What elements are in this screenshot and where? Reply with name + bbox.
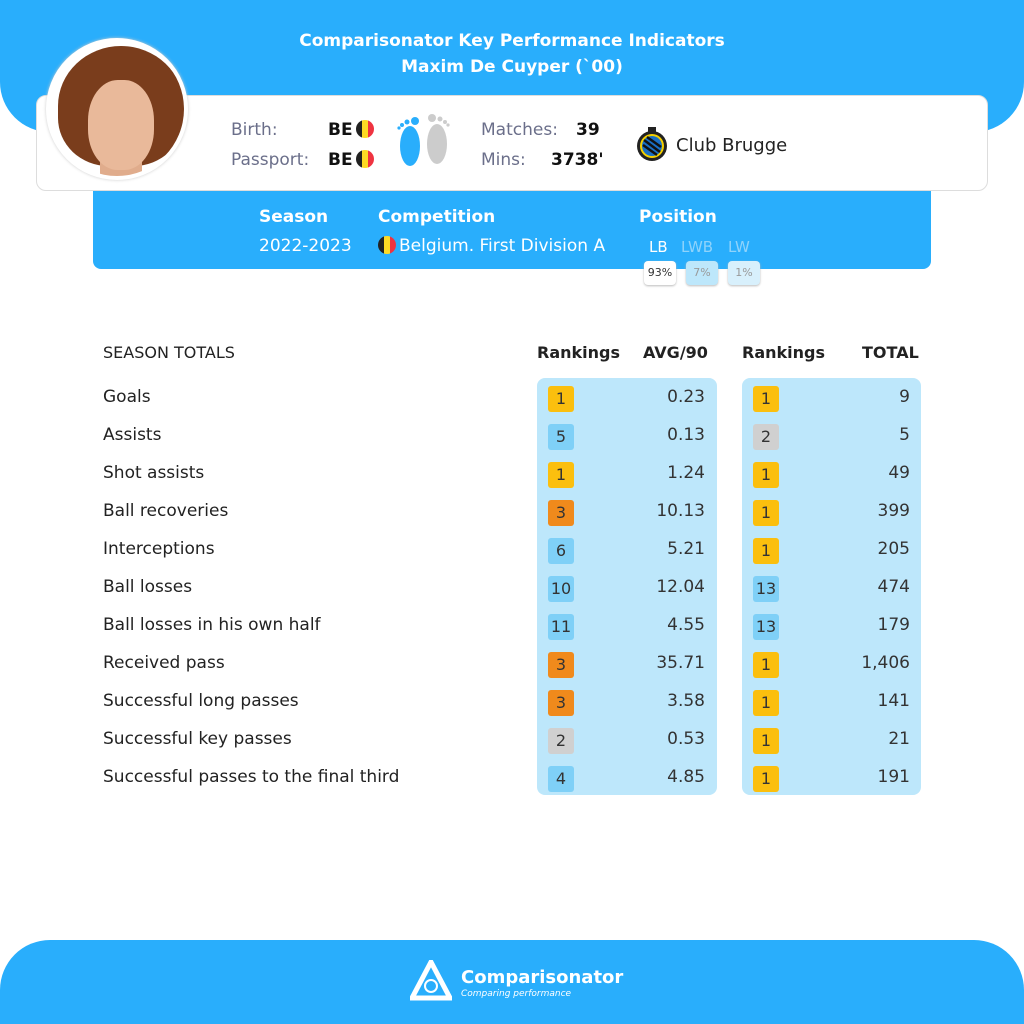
row-label: Successful passes to the final third <box>103 767 400 787</box>
avg-rank-badge: 5 <box>548 424 574 450</box>
avg-rank-badge: 3 <box>548 500 574 526</box>
belgium-flag-icon <box>355 150 374 168</box>
avg-value: 0.53 <box>667 729 705 749</box>
season-value: 2022-2023 <box>259 236 352 256</box>
avg-value: 0.23 <box>667 387 705 407</box>
row-label: Successful key passes <box>103 729 292 749</box>
avg-value: 0.13 <box>667 425 705 445</box>
total-value: 49 <box>888 463 910 483</box>
position-label: Position <box>639 207 717 227</box>
total-rank-badge: 1 <box>753 462 779 488</box>
row-label: Assists <box>103 425 162 445</box>
section-title: SEASON TOTALS <box>103 343 235 362</box>
total-rank-badge: 1 <box>753 728 779 754</box>
total-rank-badge: 13 <box>753 576 779 602</box>
club-name: Club Brugge <box>676 135 788 156</box>
total-value: 191 <box>877 767 910 787</box>
avg-header: AVG/90 <box>643 343 708 362</box>
avg-rank-badge: 6 <box>548 538 574 564</box>
avg-rankings-header: Rankings <box>537 343 620 362</box>
total-value: 5 <box>899 425 910 445</box>
position-pct-lwb: 7% <box>686 261 718 285</box>
avg-rank-badge: 1 <box>548 462 574 488</box>
avg-value: 5.21 <box>667 539 705 559</box>
avg-value: 4.55 <box>667 615 705 635</box>
position-lb: LB <box>649 238 668 256</box>
avg-rank-badge: 1 <box>548 386 574 412</box>
row-label: Received pass <box>103 653 225 673</box>
avg-rank-badge: 3 <box>548 690 574 716</box>
competition-value: Belgium. First Division A <box>378 236 605 256</box>
comparisonator-logo-icon <box>410 960 452 1001</box>
avg-rank-badge: 3 <box>548 652 574 678</box>
belgium-flag-icon <box>355 120 374 138</box>
footedness-icon <box>397 114 450 166</box>
player-photo <box>46 38 188 180</box>
mins-label: Mins: <box>481 150 526 170</box>
avg-rank-badge: 11 <box>548 614 574 640</box>
total-rank-badge: 1 <box>753 690 779 716</box>
total-value: 474 <box>877 577 910 597</box>
footer: Comparisonator Comparing performance <box>0 940 1024 1024</box>
row-label: Goals <box>103 387 151 407</box>
total-value: 21 <box>888 729 910 749</box>
birth-label: Birth: <box>231 120 278 140</box>
matches-label: Matches: <box>481 120 558 140</box>
position-pct-lw: 1% <box>728 261 760 285</box>
row-label: Shot assists <box>103 463 205 483</box>
brand-tagline: Comparing performance <box>461 989 572 999</box>
position-lwb: LWB <box>681 238 714 256</box>
belgium-flag-icon <box>378 236 396 254</box>
page-title: Comparisonator Key Performance Indicator… <box>0 28 1024 80</box>
avg-value: 10.13 <box>656 501 705 521</box>
total-rank-badge: 2 <box>753 424 779 450</box>
total-rank-badge: 1 <box>753 538 779 564</box>
total-value: 9 <box>899 387 910 407</box>
avg-value: 3.58 <box>667 691 705 711</box>
row-label: Successful long passes <box>103 691 299 711</box>
position-pct-lb: 93% <box>644 261 676 285</box>
total-rank-badge: 13 <box>753 614 779 640</box>
total-rank-badge: 1 <box>753 652 779 678</box>
avg-value: 35.71 <box>656 653 705 673</box>
competition-label: Competition <box>378 207 496 227</box>
row-label: Ball losses in his own half <box>103 615 321 635</box>
total-rank-badge: 1 <box>753 500 779 526</box>
matches-value: 39 <box>576 120 600 140</box>
total-rank-badge: 1 <box>753 386 779 412</box>
season-label: Season <box>259 207 329 227</box>
avg-value: 4.85 <box>667 767 705 787</box>
total-value: 141 <box>877 691 910 711</box>
total-value: 205 <box>877 539 910 559</box>
position-lw: LW <box>728 238 750 256</box>
passport-label: Passport: <box>231 150 310 170</box>
row-label: Ball recoveries <box>103 501 229 521</box>
total-value: 179 <box>877 615 910 635</box>
player-card <box>36 95 988 191</box>
row-label: Ball losses <box>103 577 193 597</box>
avg-value: 12.04 <box>656 577 705 597</box>
avg-rank-badge: 2 <box>548 728 574 754</box>
total-value: 1,406 <box>861 653 910 673</box>
avg-rank-badge: 10 <box>548 576 574 602</box>
mins-value: 3738' <box>551 150 604 170</box>
brand-name: Comparisonator <box>461 967 624 988</box>
total-header: TOTAL <box>862 343 919 362</box>
avg-value: 1.24 <box>667 463 705 483</box>
report-title: Comparisonator Key Performance Indicator… <box>299 31 725 51</box>
passport-value: BE <box>328 150 374 170</box>
birth-value: BE <box>328 120 374 140</box>
season-band: Season 2022-2023 Competition Belgium. Fi… <box>93 191 931 285</box>
total-value: 399 <box>877 501 910 521</box>
player-name: Maxim De Cuyper (`00) <box>401 57 623 77</box>
avg-rank-badge: 4 <box>548 766 574 792</box>
club-crest-icon <box>637 127 667 161</box>
total-rank-badge: 1 <box>753 766 779 792</box>
total-rankings-header: Rankings <box>742 343 825 362</box>
row-label: Interceptions <box>103 539 215 559</box>
